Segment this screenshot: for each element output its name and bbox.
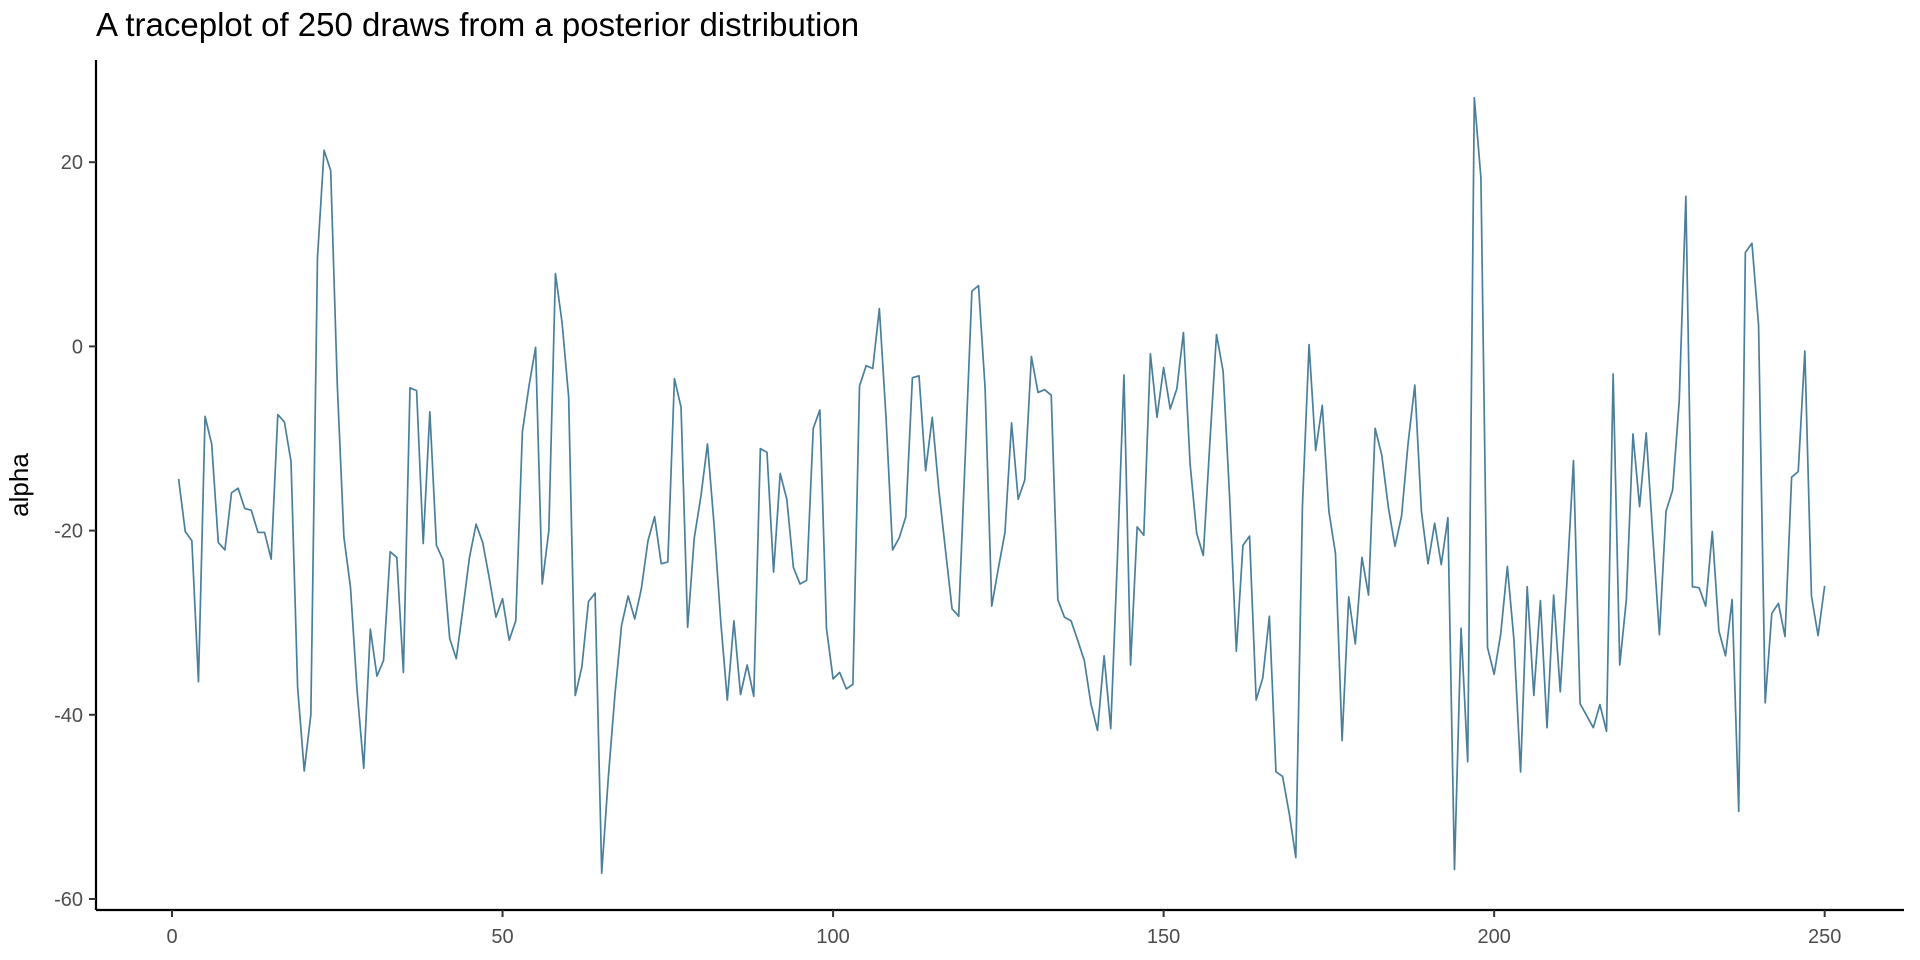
x-tick-label: 200 xyxy=(1477,926,1510,948)
series-group xyxy=(177,96,1826,875)
chart-title: A traceplot of 250 draws from a posterio… xyxy=(96,6,860,43)
x-tick-label: 150 xyxy=(1147,926,1180,948)
y-tick-label: -60 xyxy=(54,889,83,911)
x-tick-label: 100 xyxy=(816,926,849,948)
series-line xyxy=(177,96,1826,875)
y-axis-label: alpha xyxy=(4,453,34,517)
y-tick-label: -40 xyxy=(54,705,83,727)
x-tick-label: 250 xyxy=(1808,926,1841,948)
y-tick-label: -20 xyxy=(54,521,83,543)
y-tick-label: 20 xyxy=(61,152,83,174)
y-ticks: -60 -40 -20 0 20 xyxy=(54,152,96,911)
x-tick-label: 0 xyxy=(166,926,177,948)
x-ticks: 0 50 100 150 200 250 xyxy=(166,910,1841,948)
y-tick-label: 0 xyxy=(72,336,83,358)
x-tick-label: 50 xyxy=(491,926,513,948)
